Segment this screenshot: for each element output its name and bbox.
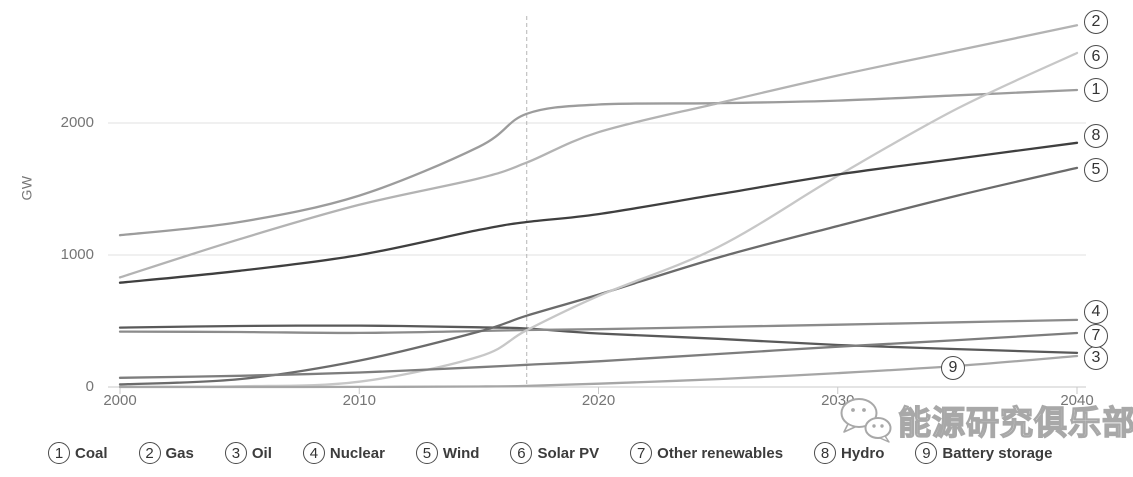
series-line-battery-storage: [118, 354, 1079, 389]
legend-label: Wind: [442, 444, 480, 462]
circled-number: 5: [415, 442, 438, 464]
watermark-text: 能源研究俱乐部: [897, 403, 1133, 441]
watermark: 能源研究俱乐部: [838, 396, 1133, 444]
circled-number: 4: [302, 442, 325, 464]
legend: 1 Coal 2 Gas 3 Oil 4 Nuclear 5 Wind 6 Solar PV 7 Othe…: [0, 442, 1133, 464]
x-tick-label: 2040: [1060, 392, 1094, 409]
series-line-coal: [118, 88, 1079, 237]
legend-label: Coal: [75, 444, 108, 462]
circled-number: 1: [1084, 78, 1108, 102]
legend-label: Battery storage: [942, 444, 1053, 462]
series-line-nuclear: [118, 318, 1079, 335]
circled-number: 3: [1084, 346, 1108, 370]
legend-item-other-renewables: 7 Other renewables: [630, 442, 783, 464]
legend-item-hydro: 8 Hydro: [814, 442, 884, 464]
y-tick-label: 2000: [60, 114, 94, 131]
legend-label: Gas: [165, 444, 194, 462]
series-line-oil: [118, 324, 1079, 355]
circled-number: 5: [1084, 158, 1108, 182]
circled-number: 2: [1084, 10, 1108, 34]
y-tick-label: 0: [85, 378, 94, 395]
circled-number: 6: [510, 442, 533, 464]
series-line-hydro: [118, 141, 1079, 284]
legend-item-coal: 1 Coal: [48, 442, 108, 464]
legend-label: Solar PV: [537, 444, 600, 462]
legend-label: Oil: [251, 444, 272, 462]
circled-number: 8: [814, 442, 837, 464]
x-tick-label: 2020: [581, 392, 616, 409]
x-tick-label: 2000: [103, 392, 137, 409]
circled-number: 9: [941, 356, 965, 380]
legend-label: Other renewables: [657, 444, 784, 462]
circled-number: 4: [1084, 300, 1108, 324]
legend-item-nuclear: 4 Nuclear: [302, 442, 385, 464]
series-line-gas: [118, 24, 1079, 279]
legend-item-battery-storage: 9 Battery storage: [915, 442, 1052, 464]
legend-item-wind: 5 Wind: [415, 442, 480, 464]
circled-number: 2: [138, 442, 161, 464]
series-line-solar-pv: [118, 51, 1079, 388]
legend-label: Nuclear: [329, 444, 385, 462]
x-tick-label: 2010: [342, 392, 376, 409]
series-label-coal: 1: [1084, 78, 1108, 102]
legend-item-solar-pv: 6 Solar PV: [510, 442, 599, 464]
series-label-gas: 2: [1084, 10, 1108, 34]
circled-number: 6: [1084, 45, 1108, 69]
circled-number: 9: [915, 442, 938, 464]
y-axis-title: GW: [18, 175, 35, 201]
wechat-icon: [840, 398, 892, 443]
legend-item-oil: 3 Oil: [224, 442, 272, 464]
series-label-hydro: 8: [1084, 124, 1108, 148]
series-line-wind: [118, 166, 1079, 386]
series-label-battery-storage: 9: [941, 356, 965, 380]
circled-number: 8: [1084, 124, 1108, 148]
circled-number: 7: [1084, 324, 1108, 348]
series-line-other-renewables: [118, 331, 1079, 379]
legend-label: Hydro: [841, 444, 885, 462]
series-label-solar-pv: 6: [1084, 45, 1108, 69]
legend-item-gas: 2 Gas: [138, 442, 194, 464]
y-tick-label: 1000: [60, 246, 94, 263]
circled-number: 7: [630, 442, 653, 464]
series-label-nuclear: 4: [1084, 300, 1108, 324]
series-label-wind: 5: [1084, 158, 1108, 182]
circled-number: 1: [48, 442, 70, 464]
circled-number: 3: [224, 442, 247, 464]
series-label-other-renewables: 7: [1084, 324, 1108, 348]
series-label-oil: 3: [1084, 346, 1108, 370]
